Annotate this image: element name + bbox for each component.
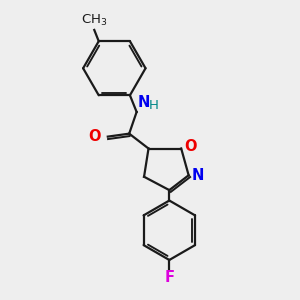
Text: H: H bbox=[149, 99, 159, 112]
Text: O: O bbox=[184, 139, 197, 154]
Text: CH$_3$: CH$_3$ bbox=[81, 13, 107, 28]
Text: N: N bbox=[138, 95, 151, 110]
Text: F: F bbox=[164, 270, 174, 285]
Text: N: N bbox=[192, 168, 204, 183]
Text: O: O bbox=[88, 129, 100, 144]
